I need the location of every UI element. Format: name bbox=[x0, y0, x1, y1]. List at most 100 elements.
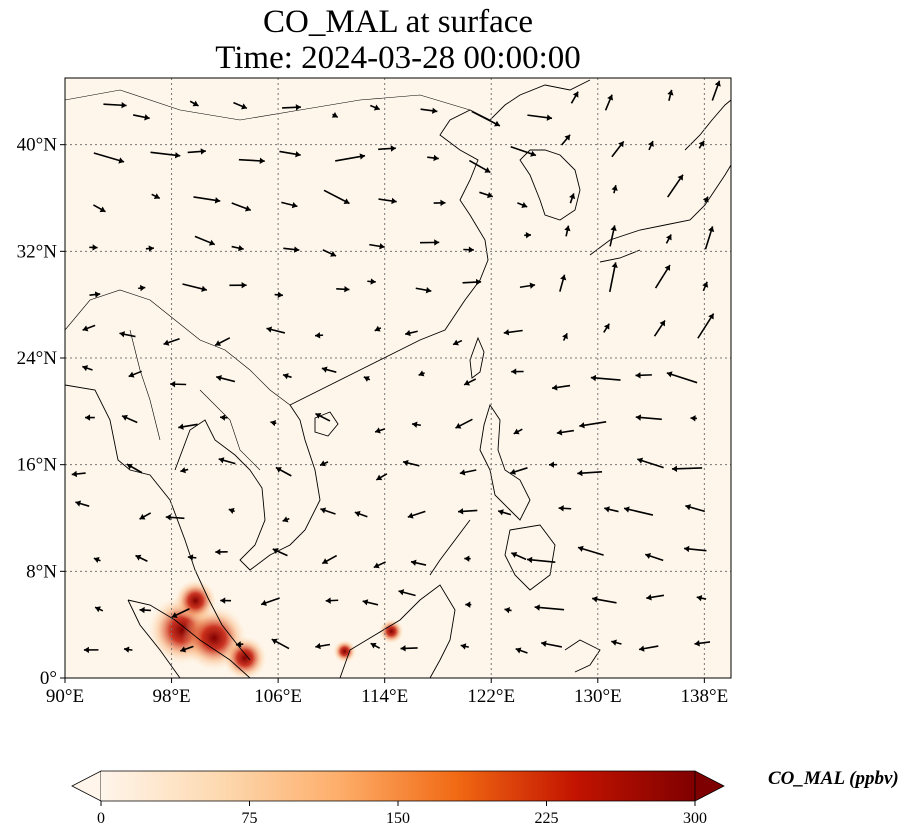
wind-arrow bbox=[420, 107, 438, 114]
wind-arrow bbox=[471, 110, 501, 127]
colorbar-label: CO_MAL (ppbv) bbox=[768, 768, 899, 789]
wind-arrow bbox=[524, 231, 532, 239]
wind-arrow bbox=[271, 638, 290, 650]
wind-arrow bbox=[452, 339, 463, 346]
colorbar-extend-min bbox=[71, 770, 102, 802]
wind-arrow bbox=[82, 324, 96, 332]
wind-arrow bbox=[611, 639, 622, 646]
wind-arrow bbox=[611, 140, 625, 158]
wind-arrow bbox=[126, 463, 143, 474]
wind-arrow bbox=[646, 594, 665, 601]
wind-arrow bbox=[510, 145, 537, 157]
wind-arrow bbox=[362, 599, 379, 606]
coastlines bbox=[65, 79, 731, 678]
wind-arrow bbox=[214, 337, 231, 347]
wind-arrow bbox=[135, 554, 148, 562]
lon-tick-label: 114°E bbox=[361, 686, 408, 707]
wind-arrow bbox=[560, 134, 571, 146]
wind-arrow bbox=[459, 469, 477, 476]
colorbar-tick-label: 0 bbox=[97, 810, 105, 827]
lon-tick-label: 106°E bbox=[254, 686, 302, 707]
wind-arrow bbox=[427, 154, 439, 162]
wind-arrow bbox=[121, 414, 138, 424]
wind-arrow bbox=[623, 506, 654, 516]
wind-arrow bbox=[335, 153, 366, 162]
wind-arrow bbox=[462, 278, 482, 286]
wind-arrow bbox=[458, 508, 478, 515]
wind-arrow bbox=[182, 283, 208, 292]
wind-arrow bbox=[375, 473, 388, 481]
wind-arrow bbox=[138, 284, 146, 292]
map-frame bbox=[64, 77, 732, 679]
wind-arrow bbox=[513, 428, 523, 435]
wind-arrow bbox=[694, 640, 711, 647]
wind-arrow bbox=[420, 239, 440, 246]
wind-arrow bbox=[433, 199, 446, 207]
wind-arrow bbox=[579, 420, 607, 429]
concentration-hotspots bbox=[148, 579, 404, 678]
hotspot-4 bbox=[379, 619, 404, 644]
wind-arrow bbox=[123, 646, 133, 653]
colorbar-ticks: 0 75 150 225 300 bbox=[97, 801, 707, 827]
wind-arrow bbox=[270, 420, 277, 427]
wind-arrow bbox=[374, 325, 382, 332]
hotspot-3 bbox=[222, 636, 267, 678]
wind-arrow bbox=[194, 235, 216, 246]
lon-tick-label: 98°E bbox=[152, 686, 190, 707]
wind-arrow bbox=[233, 101, 248, 110]
wind-arrow bbox=[418, 370, 425, 377]
wind-arrow bbox=[410, 559, 427, 566]
wind-arrow bbox=[373, 561, 386, 569]
wind-arrow bbox=[282, 516, 290, 523]
wind-arrow bbox=[220, 597, 232, 604]
wind-arrow bbox=[218, 457, 236, 465]
coastline-taiwan bbox=[469, 336, 485, 379]
wind-arrow bbox=[509, 467, 528, 475]
wind-arrow bbox=[666, 371, 698, 384]
wind-arrow bbox=[648, 140, 654, 151]
wind-arrow bbox=[275, 466, 292, 477]
wind-arrow bbox=[323, 189, 350, 205]
wind-arrow bbox=[231, 244, 244, 252]
wind-arrow bbox=[229, 282, 247, 289]
wind-arrow bbox=[548, 461, 558, 468]
lat-tick-label: 24°N bbox=[17, 348, 58, 369]
wind-arrow bbox=[139, 606, 152, 614]
wind-arrow bbox=[75, 500, 90, 507]
wind-arrow bbox=[228, 507, 235, 514]
wind-arrow bbox=[83, 646, 99, 654]
wind-arrow bbox=[151, 193, 161, 200]
wind-arrow bbox=[511, 551, 527, 561]
wind-arrow bbox=[93, 556, 101, 563]
lon-tick-label: 130°E bbox=[574, 686, 622, 707]
wind-arrow bbox=[189, 100, 199, 107]
wind-arrow bbox=[378, 145, 396, 152]
latitude-ticks: 0° 8°N 16°N 24°N 32°N 40°N bbox=[17, 135, 65, 689]
wind-arrow bbox=[231, 202, 252, 212]
colorbar-tick-label: 75 bbox=[242, 810, 258, 827]
wind-arrow bbox=[608, 262, 618, 293]
wind-arrow bbox=[551, 384, 571, 391]
wind-arrow bbox=[89, 291, 101, 298]
hotspot-5 bbox=[333, 639, 357, 663]
wind-arrow bbox=[464, 555, 471, 562]
colorbar-tick-label: 150 bbox=[386, 810, 410, 827]
wind-arrow bbox=[370, 104, 381, 111]
wind-arrow bbox=[591, 596, 617, 604]
wind-arrow bbox=[369, 243, 385, 250]
hotspot-2 bbox=[174, 579, 217, 622]
wind-arrow bbox=[515, 647, 528, 654]
wind-arrow bbox=[603, 323, 610, 333]
coastline-korea bbox=[519, 149, 581, 221]
coastline-borneo bbox=[339, 584, 456, 678]
wind-arrow bbox=[374, 427, 386, 434]
wind-arrow bbox=[635, 414, 662, 421]
colorbar-tick-label: 300 bbox=[683, 810, 707, 827]
wind-arrow bbox=[455, 418, 473, 429]
gridlines bbox=[65, 78, 731, 678]
wind-arrow bbox=[460, 643, 469, 650]
wind-arrow bbox=[281, 201, 298, 209]
lat-tick-label: 8°N bbox=[26, 561, 57, 582]
wind-arrow bbox=[702, 281, 709, 292]
wind-arrow bbox=[319, 460, 329, 467]
